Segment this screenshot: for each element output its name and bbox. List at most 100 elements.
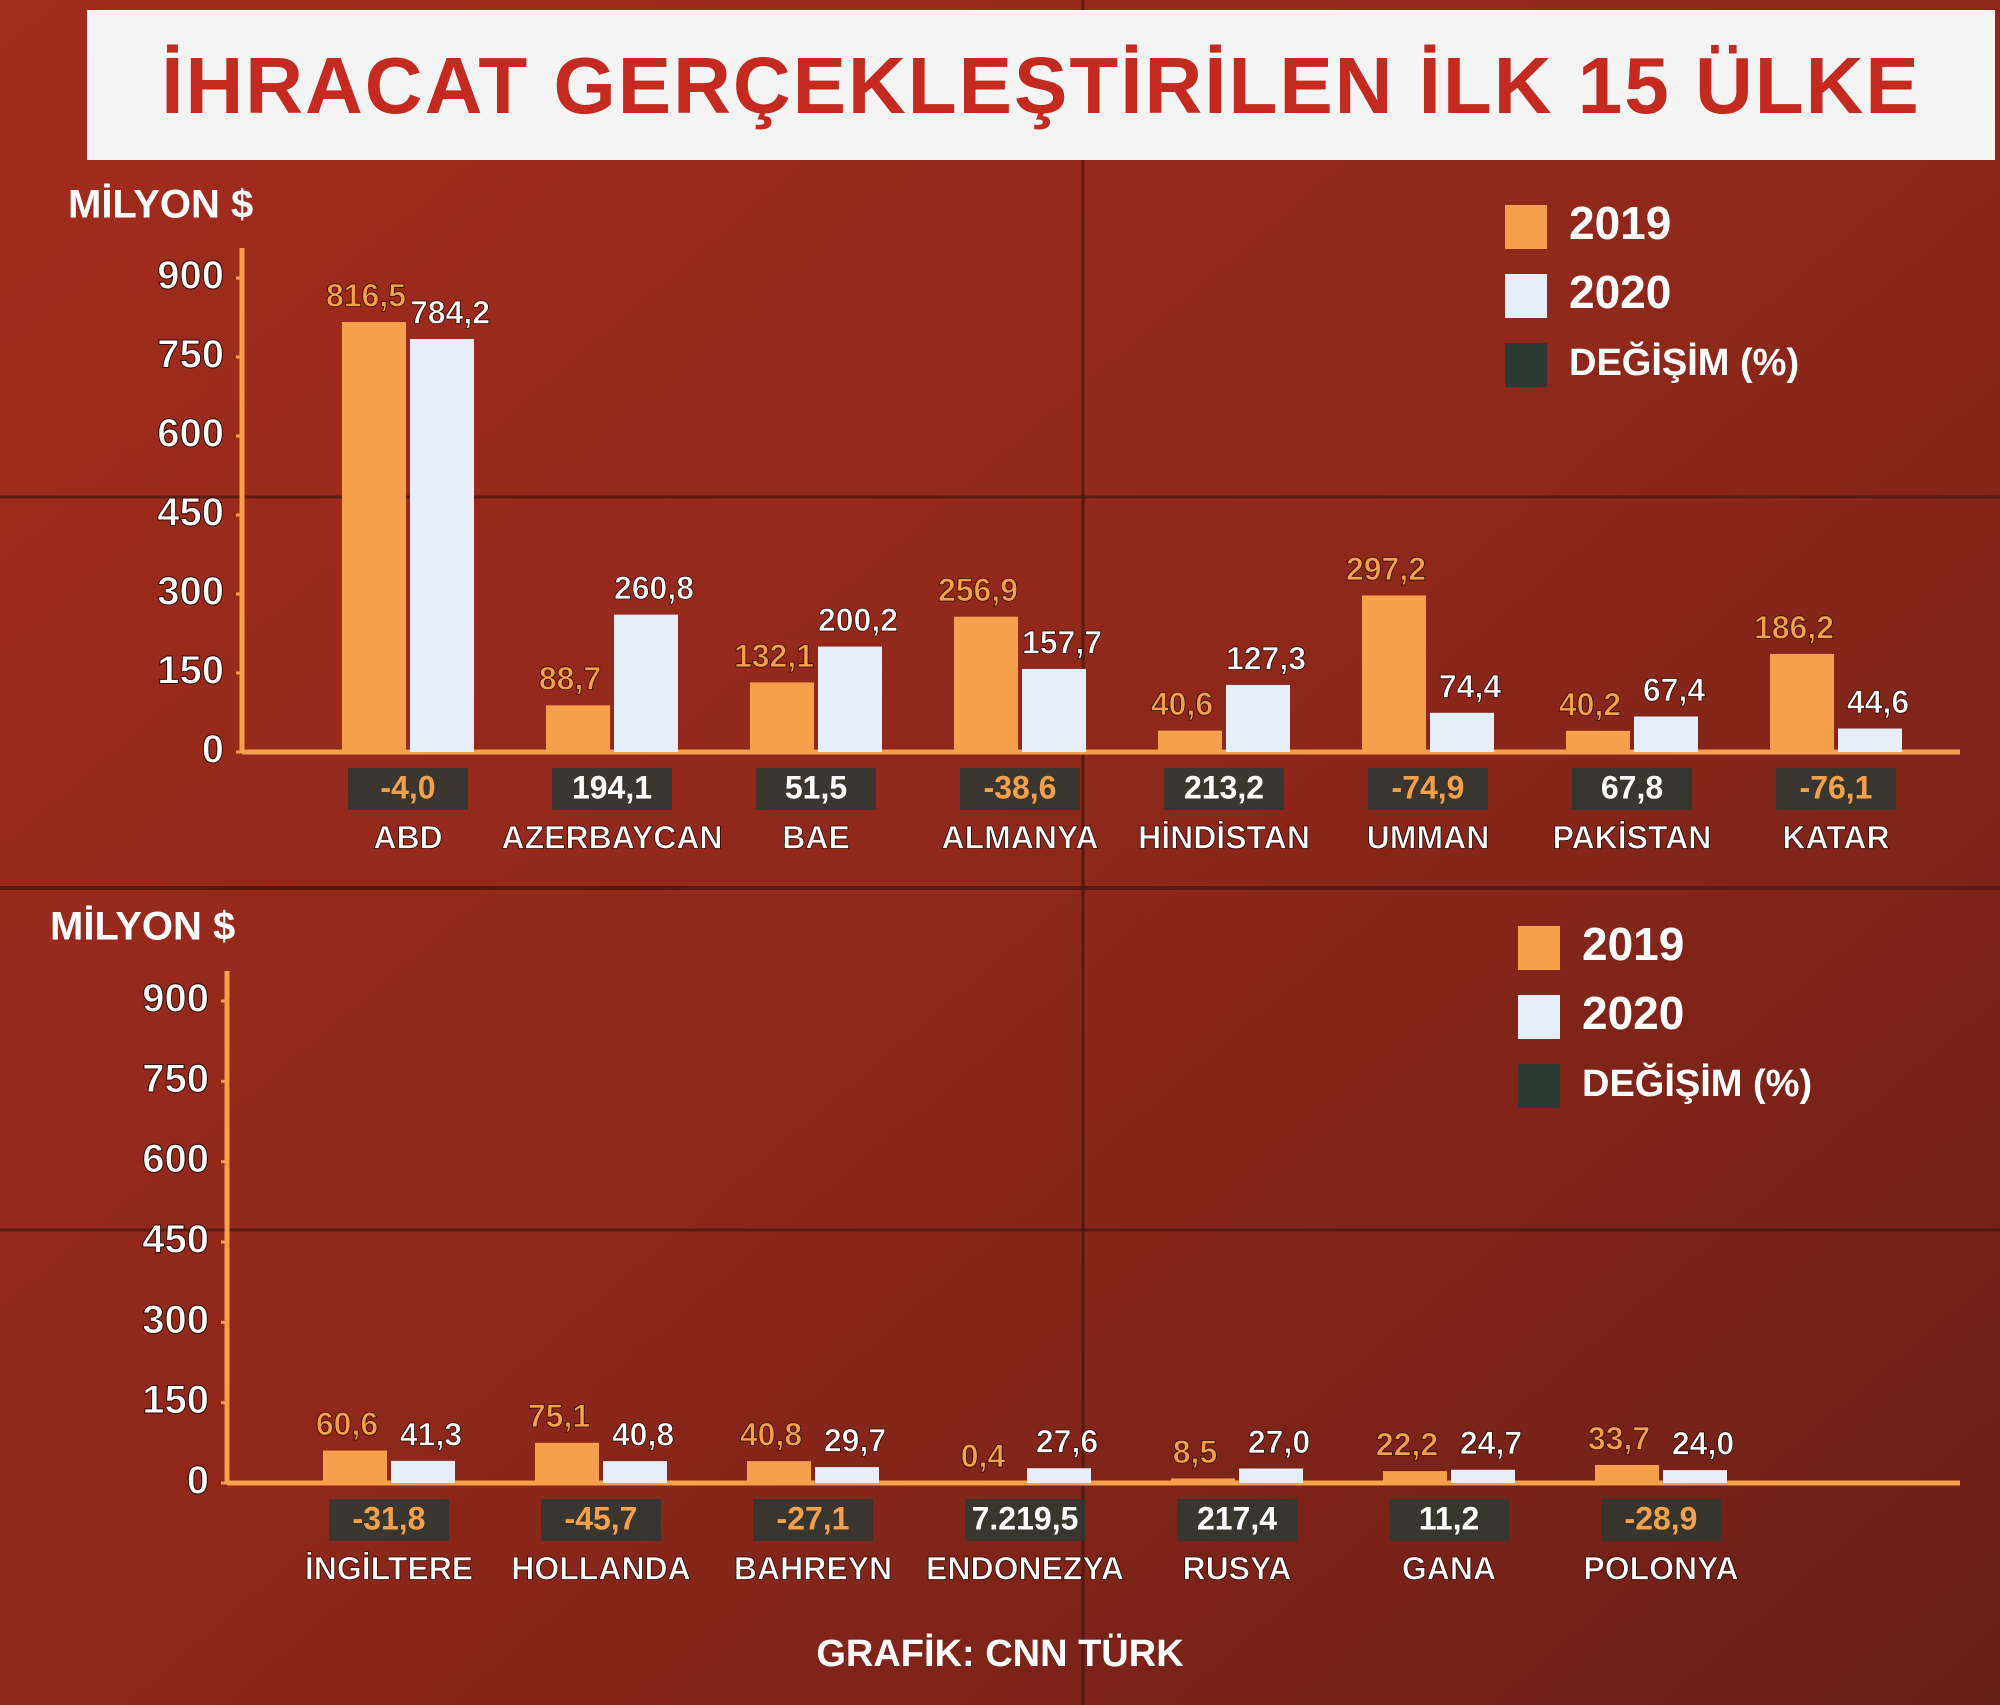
bar [1027,1468,1091,1483]
bar [1770,653,1834,752]
legend-swatch [1518,926,1560,970]
change-label: -31,8 [353,1500,426,1536]
title-box [87,10,1995,160]
bar [342,321,406,752]
change-box [965,1499,1085,1541]
legend-label: 2019 [1582,918,1684,970]
legend-swatch [1518,1064,1560,1108]
value-label: 41,3 [400,1416,462,1452]
change-label: 11,2 [1419,1500,1480,1536]
value-label: 40,2 [1559,686,1621,722]
value-label: 22,2 [1376,1427,1438,1463]
legend-label: 2019 [1569,197,1671,249]
bar [1171,1478,1235,1483]
bar [603,1461,667,1483]
change-label: 7.219,5 [972,1500,1079,1536]
value-label: 256,9 [938,572,1018,608]
bar [323,1450,387,1483]
change-box [541,1499,661,1541]
bar [1634,716,1698,752]
value-label: 8,5 [1173,1434,1217,1470]
y-tick-label: 300 [142,1298,209,1342]
change-label: -45,7 [565,1500,638,1536]
bar [1566,730,1630,752]
bar [1362,595,1426,752]
x-tick-label: UMMAN [1367,819,1490,855]
bar [818,646,882,752]
y-tick-label: 900 [142,977,209,1021]
legend-label: 2020 [1582,987,1684,1039]
change-box [1368,768,1488,810]
value-label: 27,6 [1036,1424,1098,1460]
bar [1383,1471,1447,1483]
legend-label: DEĞİŞİM (%) [1582,1061,1812,1105]
x-tick-label: HOLLANDA [511,1550,691,1586]
value-label: 40,8 [612,1417,674,1453]
change-label: -74,9 [1392,769,1465,805]
x-tick-label: RUSYA [1182,1550,1291,1586]
legend-swatch [1505,343,1547,387]
bar [1451,1469,1515,1483]
value-label: 29,7 [824,1423,886,1459]
bar [535,1442,599,1483]
value-label: 27,0 [1248,1424,1310,1460]
change-box [1177,1499,1297,1541]
change-box [348,768,468,810]
value-label: 24,7 [1460,1425,1522,1461]
change-box [960,768,1080,810]
value-label: 24,0 [1672,1426,1734,1462]
value-label: 260,8 [614,570,694,606]
change-label: -27,1 [777,1500,850,1536]
legend-label: 2020 [1569,266,1671,318]
value-label: 40,8 [740,1417,802,1453]
legend-swatch [1505,205,1547,249]
bar [1430,712,1494,752]
value-label: 0,4 [961,1438,1006,1474]
value-label: 157,7 [1022,624,1102,660]
change-box [1601,1499,1721,1541]
bar [1595,1464,1659,1483]
change-label: -38,6 [984,769,1057,805]
change-box [753,1499,873,1541]
change-box [1776,768,1896,810]
change-label: 67,8 [1601,769,1663,805]
change-box [1389,1499,1509,1541]
x-tick-label: AZERBAYCAN [501,819,722,855]
y-tick-label: 750 [142,1057,209,1101]
bar [1158,730,1222,752]
bar [1226,684,1290,752]
value-label: 127,3 [1226,640,1306,676]
bar [614,614,678,752]
change-label: 51,5 [785,769,847,805]
x-tick-label: POLONYA [1583,1550,1738,1586]
source: GRAFİK: CNN TÜRK [816,1632,1184,1675]
value-label: 186,2 [1754,609,1834,645]
y-axis-label: MİLYON $ [50,905,235,949]
bar [954,616,1018,752]
x-tick-label: ENDONEZYA [926,1550,1124,1586]
bar [1022,668,1086,752]
x-tick-label: HİNDİSTAN [1138,819,1310,855]
y-tick-label: 600 [157,412,224,456]
bar [546,705,610,752]
bar [1239,1468,1303,1483]
value-label: 816,5 [326,277,406,313]
change-label: -76,1 [1800,769,1873,805]
change-label: 217,4 [1197,1500,1277,1536]
change-label: 213,2 [1184,769,1264,805]
y-tick-label: 750 [157,333,224,377]
bar [410,338,474,752]
y-tick-label: 600 [142,1137,209,1181]
y-tick-label: 150 [157,649,224,693]
value-label: 132,1 [734,638,814,674]
bar [750,682,814,752]
x-tick-label: BAE [782,819,850,855]
change-box [1164,768,1284,810]
legend-swatch [1518,995,1560,1039]
value-label: 67,4 [1643,672,1705,708]
x-tick-label: KATAR [1782,819,1889,855]
x-tick-label: BAHREYN [734,1550,892,1586]
change-label: -4,0 [380,769,435,805]
bar [815,1467,879,1483]
